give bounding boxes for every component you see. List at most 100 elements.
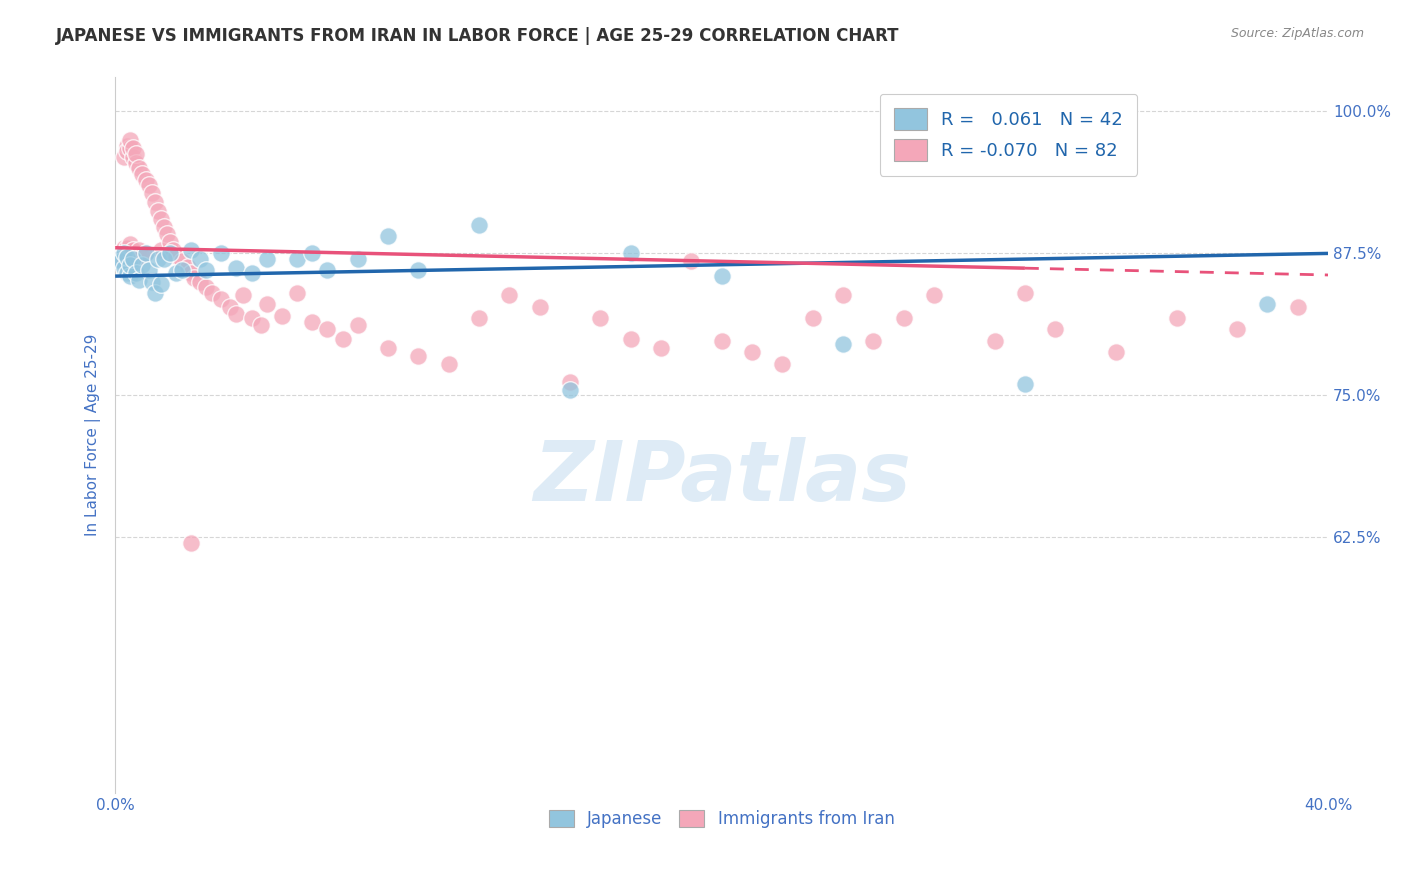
Point [285,252,308,266]
Point [408,349,430,363]
Point [195,280,218,294]
Point [316,322,339,336]
Point [770,357,793,371]
Point [801,311,824,326]
Point [122,252,145,266]
Point [120,269,142,284]
Point [125,266,148,280]
Point [219,300,242,314]
Point [377,341,399,355]
Point [468,218,491,232]
Point [332,332,354,346]
Point [110,254,132,268]
Point [1256,297,1278,311]
Text: ZIPatlas: ZIPatlas [533,437,911,518]
Point [125,155,148,169]
Point [183,271,205,285]
Point [131,258,153,272]
Point [149,212,172,227]
Point [110,249,132,263]
Point [159,235,181,249]
Point [188,275,211,289]
Point [240,311,263,326]
Point [112,252,135,266]
Point [165,249,187,263]
Point [159,246,181,260]
Point [1226,322,1249,336]
Point [117,138,139,153]
Point [209,246,232,260]
Point [120,237,142,252]
Point [170,263,193,277]
Point [180,536,202,550]
Point [149,243,172,257]
Point [301,314,323,328]
Point [201,286,224,301]
Point [620,246,643,260]
Point [346,252,368,266]
Point [141,186,163,201]
Point [141,275,163,289]
Point [188,252,211,266]
Point [107,252,129,266]
Point [346,318,368,332]
Point [117,266,139,280]
Point [112,150,135,164]
Point [256,252,278,266]
Point [681,254,703,268]
Point [156,227,179,241]
Point [893,311,915,326]
Point [120,133,142,147]
Point [152,220,174,235]
Text: JAPANESE VS IMMIGRANTS FROM IRAN IN LABOR FORCE | AGE 25-29 CORRELATION CHART: JAPANESE VS IMMIGRANTS FROM IRAN IN LABO… [56,27,900,45]
Point [128,272,150,286]
Point [149,277,172,291]
Text: Source: ZipAtlas.com: Source: ZipAtlas.com [1230,27,1364,40]
Point [710,269,733,284]
Point [117,241,139,255]
Point [437,357,460,371]
Y-axis label: In Labor Force | Age 25-29: In Labor Force | Age 25-29 [86,334,101,536]
Point [170,254,193,268]
Point [832,337,855,351]
Point [165,266,187,280]
Point [832,288,855,302]
Point [285,286,308,301]
Point [225,261,247,276]
Point [180,243,202,257]
Point [1014,376,1036,391]
Point [1105,345,1128,359]
Point [256,297,278,311]
Point [1014,286,1036,301]
Point [134,172,156,186]
Point [143,286,166,301]
Point [558,375,581,389]
Point [117,145,139,159]
Point [107,246,129,260]
Point [195,263,218,277]
Point [122,150,145,164]
Point [122,141,145,155]
Point [741,345,763,359]
Point [128,161,150,176]
Point [112,261,135,276]
Point [225,307,247,321]
Point [301,246,323,260]
Point [1166,311,1188,326]
Point [249,318,271,332]
Point [107,252,129,266]
Point [138,263,160,277]
Point [240,266,263,280]
Point [983,334,1005,348]
Point [177,260,200,274]
Legend: Japanese, Immigrants from Iran: Japanese, Immigrants from Iran [543,803,901,834]
Point [862,334,884,348]
Point [112,246,135,260]
Point [271,309,294,323]
Point [120,258,142,272]
Point [110,254,132,268]
Point [138,178,160,193]
Point [620,332,643,346]
Point [922,288,945,302]
Point [316,263,339,277]
